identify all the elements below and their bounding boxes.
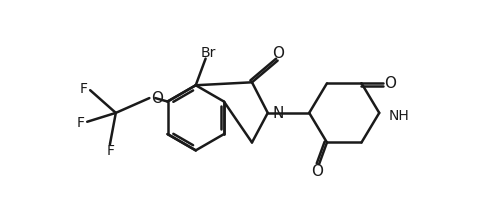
Text: O: O: [311, 163, 323, 179]
Text: O: O: [384, 76, 396, 91]
Text: NH: NH: [389, 109, 410, 123]
Text: O: O: [152, 90, 164, 106]
Text: F: F: [107, 144, 115, 158]
Text: F: F: [79, 82, 87, 96]
Text: Br: Br: [201, 46, 216, 60]
Text: N: N: [272, 106, 284, 121]
Text: O: O: [272, 46, 284, 61]
Text: F: F: [76, 116, 84, 130]
